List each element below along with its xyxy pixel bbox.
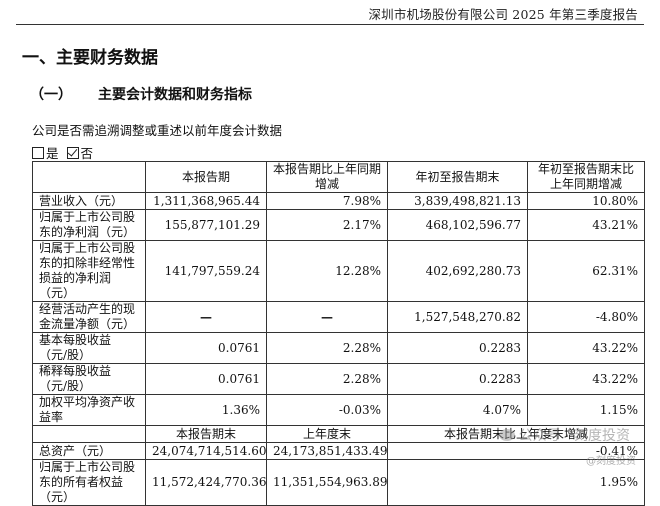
table-row: 加权平均净资产收益率 1.36% -0.03% 4.07% 1.15%: [32, 394, 645, 426]
table-row: 归属于上市公司股东的扣除非经常性损益的净利润（元） 141,797,559.24…: [32, 240, 645, 302]
cell-ytd: 0.2283: [387, 363, 528, 395]
watermark: 公众号 · 刻度投资: [498, 425, 630, 445]
cell-prior: 11,351,554,963.89: [266, 459, 388, 506]
cell-ytd-change: -4.80%: [527, 301, 645, 333]
cell-ytd: 4.07%: [387, 394, 528, 426]
cell-ytd: 1,527,548,270.82: [387, 301, 528, 333]
cell-change: -0.03%: [266, 394, 388, 426]
table-row: 总资产（元） 24,074,714,514.60 24,173,851,433.…: [32, 442, 645, 460]
cell-change-dash: —: [266, 301, 388, 333]
cell-change: 2.28%: [266, 332, 388, 364]
wechat-icon: [498, 429, 515, 441]
table-row: 归属于上市公司股东的净利润（元） 155,877,101.29 2.17% 46…: [32, 209, 645, 241]
subsection-number: （一）: [30, 87, 72, 103]
option-yes: 是: [32, 146, 59, 161]
row-label: 营业收入（元）: [32, 192, 146, 210]
option-no-label: 否: [80, 146, 94, 161]
table-row: 营业收入（元） 1,311,368,965.44 7.98% 3,839,498…: [32, 192, 645, 210]
table1-header-row: 本报告期 本报告期比上年同期增减 年初至报告期末 年初至报告期末比上年同期增减: [32, 161, 645, 193]
row-label: 稀释每股收益（元/股）: [32, 363, 146, 395]
financial-data-table: 本报告期 本报告期比上年同期增减 年初至报告期末 年初至报告期末比上年同期增减 …: [32, 161, 645, 506]
table1-header-ytd-change: 年初至报告期末比上年同期增减: [527, 161, 645, 193]
row-label: 总资产（元）: [32, 442, 146, 460]
option-no: 否: [66, 146, 94, 161]
table2-header-empty: [32, 425, 146, 443]
subsection-title: 主要会计数据和财务指标: [98, 87, 252, 103]
cell-ytd: 402,692,280.73: [387, 240, 528, 302]
cell-current: 24,074,714,514.60: [145, 442, 267, 460]
cell-current: 1.36%: [145, 394, 267, 426]
table2-header-prior: 上年度末: [266, 425, 388, 443]
watermark-sub: @刻度投资: [586, 456, 636, 467]
row-label: 加权平均净资产收益率: [32, 394, 146, 426]
cell-change: 2.28%: [266, 363, 388, 395]
table-row: 稀释每股收益（元/股） 0.0761 2.28% 0.2283 43.22%: [32, 363, 645, 395]
cell-current: 0.0761: [145, 332, 267, 364]
table2-header-change: 本报告期末比上年度末增减: [387, 425, 645, 443]
restatement-question: 公司是否需追溯调整或重述以前年度会计数据: [32, 123, 283, 138]
table-row: 经营活动产生的现金流量净额（元） — — 1,527,548,270.82 -4…: [32, 301, 645, 333]
cell-current-dash: —: [145, 301, 267, 333]
cell-prior: 24,173,851,433.49: [266, 442, 388, 460]
row-label: 归属于上市公司股东的所有者权益（元）: [32, 459, 146, 506]
watermark-text: 公众号 · 刻度投资: [518, 428, 630, 444]
row-label: 经营活动产生的现金流量净额（元）: [32, 301, 146, 333]
table1-header-change: 本报告期比上年同期增减: [266, 161, 388, 193]
cell-ytd-change: 43.22%: [527, 363, 645, 395]
table1-header-current: 本报告期: [145, 161, 267, 193]
row-label: 归属于上市公司股东的净利润（元）: [32, 209, 146, 241]
table1-header-empty: [32, 161, 146, 193]
restatement-options: 是否: [32, 143, 101, 162]
table-row: 归属于上市公司股东的所有者权益（元） 11,572,424,770.36 11,…: [32, 459, 645, 506]
cell-change: 12.28%: [266, 240, 388, 302]
subsection-heading: （一） 主要会计数据和财务指标: [30, 84, 252, 104]
cell-current: 141,797,559.24: [145, 240, 267, 302]
row-label: 基本每股收益（元/股）: [32, 332, 146, 364]
checkbox-yes: [32, 147, 44, 159]
cell-ytd-change: 62.31%: [527, 240, 645, 302]
cell-ytd-change: 10.80%: [527, 192, 645, 210]
cell-ytd: 3,839,498,821.13: [387, 192, 528, 210]
cell-current: 11,572,424,770.36: [145, 459, 267, 506]
section-heading: 一、主要财务数据: [22, 48, 158, 68]
cell-ytd-change: 43.22%: [527, 332, 645, 364]
cell-current: 1,311,368,965.44: [145, 192, 267, 210]
cell-change: 2.17%: [266, 209, 388, 241]
header-rule: [16, 24, 644, 25]
option-yes-label: 是: [46, 146, 59, 161]
table2-header-current: 本报告期末: [145, 425, 267, 443]
cell-ytd: 468,102,596.77: [387, 209, 528, 241]
cell-current: 155,877,101.29: [145, 209, 267, 241]
cell-current: 0.0761: [145, 363, 267, 395]
row-label: 归属于上市公司股东的扣除非经常性损益的净利润（元）: [32, 240, 146, 302]
table1-header-ytd: 年初至报告期末: [387, 161, 528, 193]
checkbox-no-checked: [66, 147, 79, 159]
cell-ytd: 0.2283: [387, 332, 528, 364]
cell-change: 7.98%: [266, 192, 388, 210]
cell-ytd-change: 43.21%: [527, 209, 645, 241]
cell-ytd-change: 1.15%: [527, 394, 645, 426]
table-row: 基本每股收益（元/股） 0.0761 2.28% 0.2283 43.22%: [32, 332, 645, 364]
report-header-title: 深圳市机场股份有限公司 2025 年第三季度报告: [368, 7, 638, 22]
